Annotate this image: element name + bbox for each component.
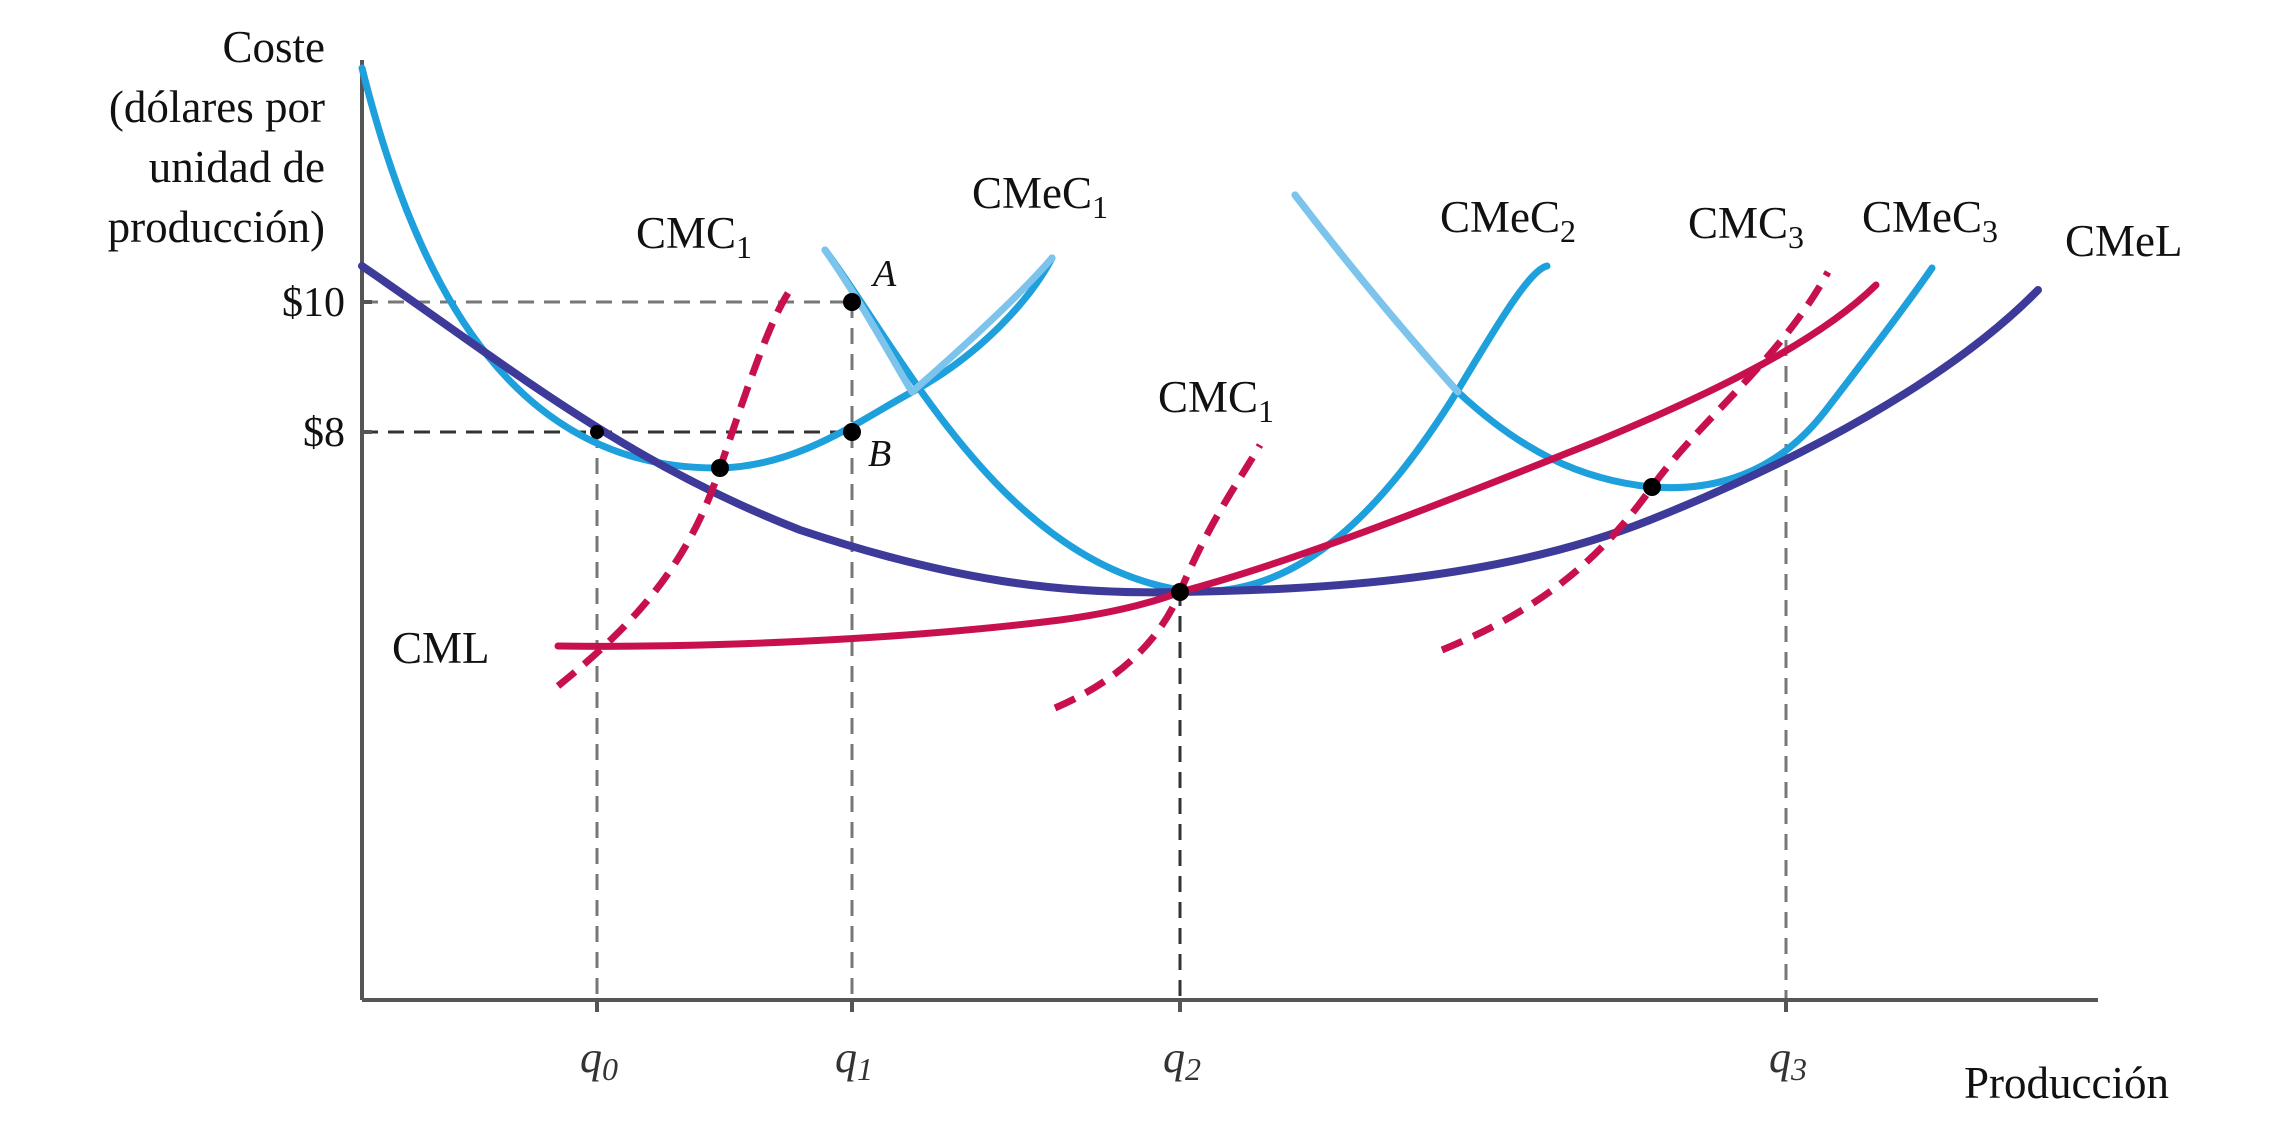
point-a [843, 293, 861, 311]
y-axis-title-line-4: producción) [108, 202, 325, 252]
y-axis-title-line-3: unidad de [149, 142, 325, 192]
guide-lines [362, 300, 1788, 1000]
cmec2-label: CMeC2 [1440, 192, 1576, 249]
cmec2-light-left-curve [821, 246, 916, 396]
y-axis-title-line-2: (dólares por [109, 82, 325, 132]
cmec3-light-left-curve [1291, 191, 1462, 396]
point-b-label: B [868, 433, 891, 475]
axes [360, 60, 2098, 1012]
cmel-label: CMeL [2065, 216, 2183, 266]
cmec3-curve [1291, 191, 1936, 492]
point-a-label: A [870, 253, 897, 295]
y-axis-title-line-1: Coste [222, 22, 325, 72]
cmc1-left-curve [555, 288, 793, 689]
x-tick-q0-label: q0 [580, 1033, 618, 1087]
cmec3-label: CMeC3 [1862, 192, 1998, 249]
points [590, 293, 1661, 601]
y-tick-8-label: $8 [303, 410, 345, 456]
cmc3-curve [1440, 270, 1832, 654]
x-tick-q3-label: q3 [1769, 1033, 1807, 1087]
cmc1-middle-label: CMC1 [1158, 372, 1274, 429]
y-axis-title: Coste (dólares por unidad de producción) [108, 22, 325, 252]
cmc3-label: CMC3 [1688, 198, 1804, 255]
point-cmec3-min [1643, 478, 1661, 496]
point-q2-min [1171, 583, 1189, 601]
x-axis-title: Producción [1964, 1058, 2169, 1108]
cmec2-curve [821, 246, 1551, 595]
cmc1-left-label: CMC1 [636, 208, 752, 265]
y-tick-10-label: $10 [282, 280, 345, 326]
cmec1-light-right-curve [908, 254, 1056, 396]
point-b [843, 423, 861, 441]
x-tick-q1-label: q1 [835, 1033, 873, 1087]
cml-label: CML [392, 623, 490, 673]
cmec1-left-branch-curve [358, 64, 1056, 472]
cmec1-label: CMeC1 [972, 168, 1108, 225]
point-q0-8 [590, 425, 604, 439]
cml-long-run-marginal-cost-curve [554, 281, 1880, 650]
point-cmec1-min [711, 459, 729, 477]
x-tick-q2-label: q2 [1163, 1033, 1201, 1087]
